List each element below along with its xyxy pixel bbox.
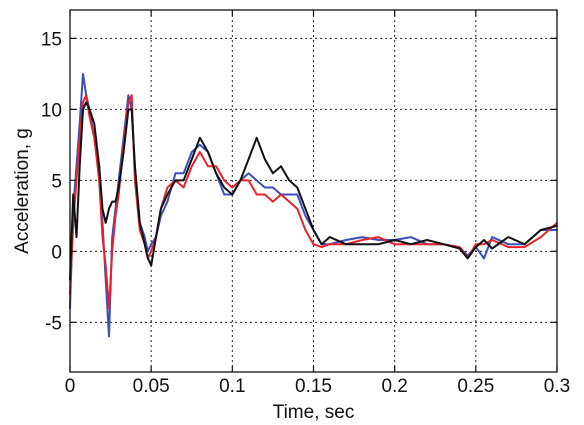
y-tick-label: 0 [51, 242, 62, 263]
x-tick-label: 0.15 [295, 376, 332, 397]
x-tick-label: 0.2 [381, 376, 407, 397]
x-tick-label: 0.25 [457, 376, 494, 397]
x-tick-label: 0.1 [219, 376, 245, 397]
series-line-3 [69, 101, 558, 281]
grid-lines [70, 10, 557, 372]
x-tick-label: 0 [65, 376, 76, 397]
y-tick-label: -5 [45, 313, 62, 334]
y-tick-label: 15 [41, 29, 62, 50]
x-tick-label: 0.3 [544, 376, 570, 397]
axis-ticks: 0 0.05 0.1 0.15 0.2 0.25 0.3 -5 0 5 10 15 [41, 10, 570, 397]
series-line-2 [69, 94, 558, 310]
series-lines [69, 72, 558, 338]
y-tick-label: 10 [41, 100, 62, 121]
x-tick-label: 0.05 [133, 376, 170, 397]
y-tick-label: 5 [51, 171, 62, 192]
y-axis-label: Acceleration, g [12, 128, 33, 254]
x-axis-label: Time, sec [273, 402, 355, 423]
